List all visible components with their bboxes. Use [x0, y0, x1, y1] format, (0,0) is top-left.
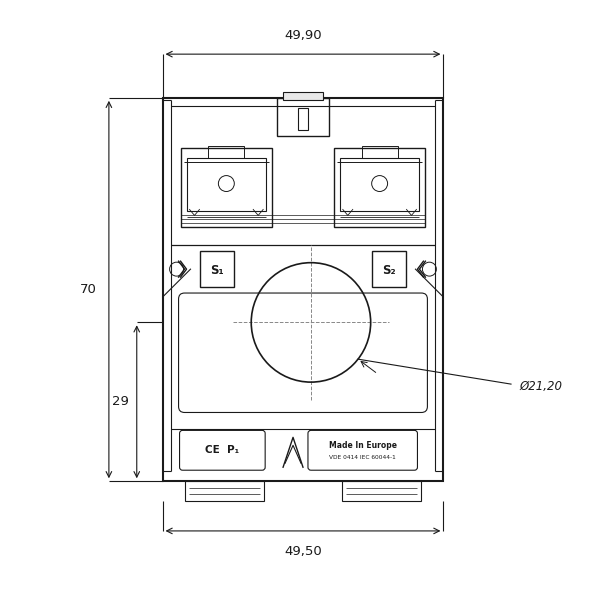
Bar [334, 148, 425, 227]
Bar [298, 108, 308, 130]
Text: 49,90: 49,90 [284, 29, 322, 42]
Text: Ø21,20: Ø21,20 [519, 380, 562, 392]
Text: Made In Europe: Made In Europe [329, 441, 397, 450]
Bar [277, 98, 329, 136]
Bar [208, 146, 244, 158]
Text: S₂: S₂ [382, 263, 395, 277]
Bar [371, 251, 406, 287]
Bar [185, 481, 264, 501]
FancyBboxPatch shape [179, 430, 265, 470]
FancyBboxPatch shape [308, 430, 418, 470]
Text: 29: 29 [112, 395, 129, 408]
Bar [163, 98, 443, 481]
Text: CE  P₁: CE P₁ [205, 445, 239, 455]
Bar [283, 92, 323, 100]
Bar [187, 158, 266, 211]
Bar [362, 146, 398, 158]
Text: VDE 0414 IEC 60044-1: VDE 0414 IEC 60044-1 [329, 455, 396, 460]
Bar [181, 148, 272, 227]
Bar [342, 481, 421, 501]
Bar [200, 251, 235, 287]
Text: S₁: S₁ [211, 263, 224, 277]
Text: 70: 70 [80, 283, 97, 296]
Bar [340, 158, 419, 211]
Text: 49,50: 49,50 [284, 545, 322, 558]
